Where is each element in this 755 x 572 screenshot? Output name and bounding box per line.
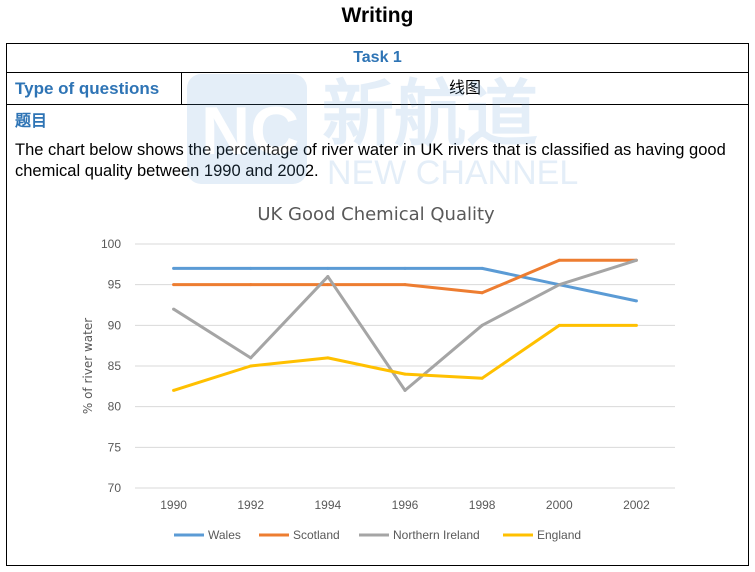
data-point-scotland (557, 258, 561, 262)
x-tick-label: 1998 (469, 498, 496, 512)
type-row: Type of questions 线图 (7, 73, 748, 105)
legend-label-scotland: Scotland (293, 528, 340, 542)
page-title: Writing (341, 4, 414, 27)
type-value: 线图 (448, 80, 481, 97)
legend-label-england: England (537, 528, 581, 542)
data-point-england (172, 388, 176, 392)
data-point-wales (480, 266, 484, 270)
data-point-england (326, 356, 330, 360)
y-axis-title: % of river water (81, 318, 95, 414)
data-point-scotland (326, 283, 330, 287)
data-point-england (480, 376, 484, 380)
data-point-northern-ireland (172, 307, 176, 311)
y-axis-ticks: 70 75 80 85 90 95 100 (101, 237, 121, 495)
y-tick-label: 70 (108, 481, 122, 495)
legend-label-wales: Wales (208, 528, 241, 542)
data-point-england (557, 323, 561, 327)
data-point-england (403, 372, 407, 376)
x-tick-label: 1994 (315, 498, 342, 512)
prompt-text: The chart below shows the percentage of … (15, 141, 726, 180)
type-label: Type of questions (7, 73, 182, 104)
data-point-scotland (403, 283, 407, 287)
x-axis-ticks: 1990 1992 1994 1996 1998 2000 2002 (160, 498, 650, 512)
x-tick-label: 1996 (392, 498, 419, 512)
chart-gridlines (135, 243, 675, 489)
chart-title: UK Good Chemical Quality (257, 204, 495, 225)
data-point-northern-ireland (480, 323, 484, 327)
task-table: Task 1 Type of questions 线图 题目 The chart… (6, 43, 749, 566)
data-point-england (249, 364, 253, 368)
series-line-england (173, 323, 637, 392)
x-tick-label: 2000 (546, 498, 573, 512)
y-tick-label: 95 (108, 278, 122, 292)
section-label: 题目 (15, 113, 48, 130)
data-point-wales (403, 266, 407, 270)
y-tick-label: 75 (108, 440, 122, 454)
legend-label-northern-ireland: Northern Ireland (393, 528, 480, 542)
data-point-northern-ireland (326, 275, 330, 279)
series-line-scotland (173, 258, 637, 295)
chart-series (172, 258, 638, 392)
x-tick-label: 1992 (237, 498, 264, 512)
data-point-northern-ireland (634, 258, 638, 262)
data-point-wales (249, 266, 253, 270)
data-point-wales (634, 299, 638, 303)
chart-legend: Wales Scotland Northern Ireland England (174, 528, 581, 542)
task-label: Task 1 (7, 44, 748, 73)
y-tick-label: 100 (101, 237, 121, 251)
y-tick-label: 90 (108, 318, 122, 332)
data-point-scotland (480, 291, 484, 295)
data-point-scotland (249, 283, 253, 287)
line-chart: UK Good Chemical Quality 70 75 80 85 90 95 100… (81, 204, 675, 542)
data-point-wales (326, 266, 330, 270)
data-point-scotland (172, 283, 176, 287)
x-tick-label: 1990 (160, 498, 187, 512)
data-point-northern-ireland (403, 388, 407, 392)
data-point-northern-ireland (249, 356, 253, 360)
y-tick-label: 80 (108, 400, 122, 414)
data-point-northern-ireland (557, 283, 561, 287)
data-point-england (634, 323, 638, 327)
data-point-wales (172, 266, 176, 270)
x-tick-label: 2002 (623, 498, 650, 512)
y-tick-label: 85 (108, 359, 122, 373)
